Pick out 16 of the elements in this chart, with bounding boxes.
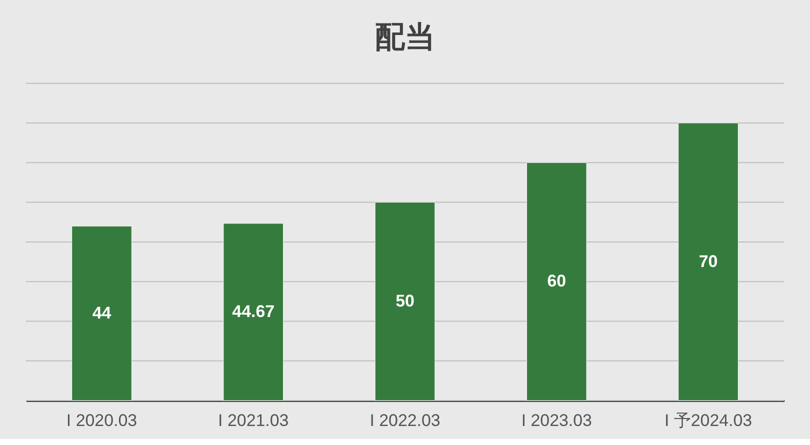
data-label: 50 <box>396 291 414 310</box>
data-label: 70 <box>698 252 718 271</box>
data-label: 44.67 <box>232 302 275 321</box>
x-tick-label: I 2022.03 <box>370 410 440 430</box>
data-label: 44 <box>92 303 112 322</box>
x-tick-label: I 2020.03 <box>66 410 138 430</box>
bar <box>72 226 132 401</box>
x-tick-label: I 2021.03 <box>218 410 289 430</box>
data-label: 60 <box>547 272 566 291</box>
bar <box>223 223 284 401</box>
chart-title: 配当 <box>375 20 435 55</box>
x-tick-label: I 予2024.03 <box>664 410 752 430</box>
bar <box>678 122 738 401</box>
x-tick-label: I 2023.03 <box>521 410 592 430</box>
bar <box>374 202 436 401</box>
bar <box>526 162 587 401</box>
